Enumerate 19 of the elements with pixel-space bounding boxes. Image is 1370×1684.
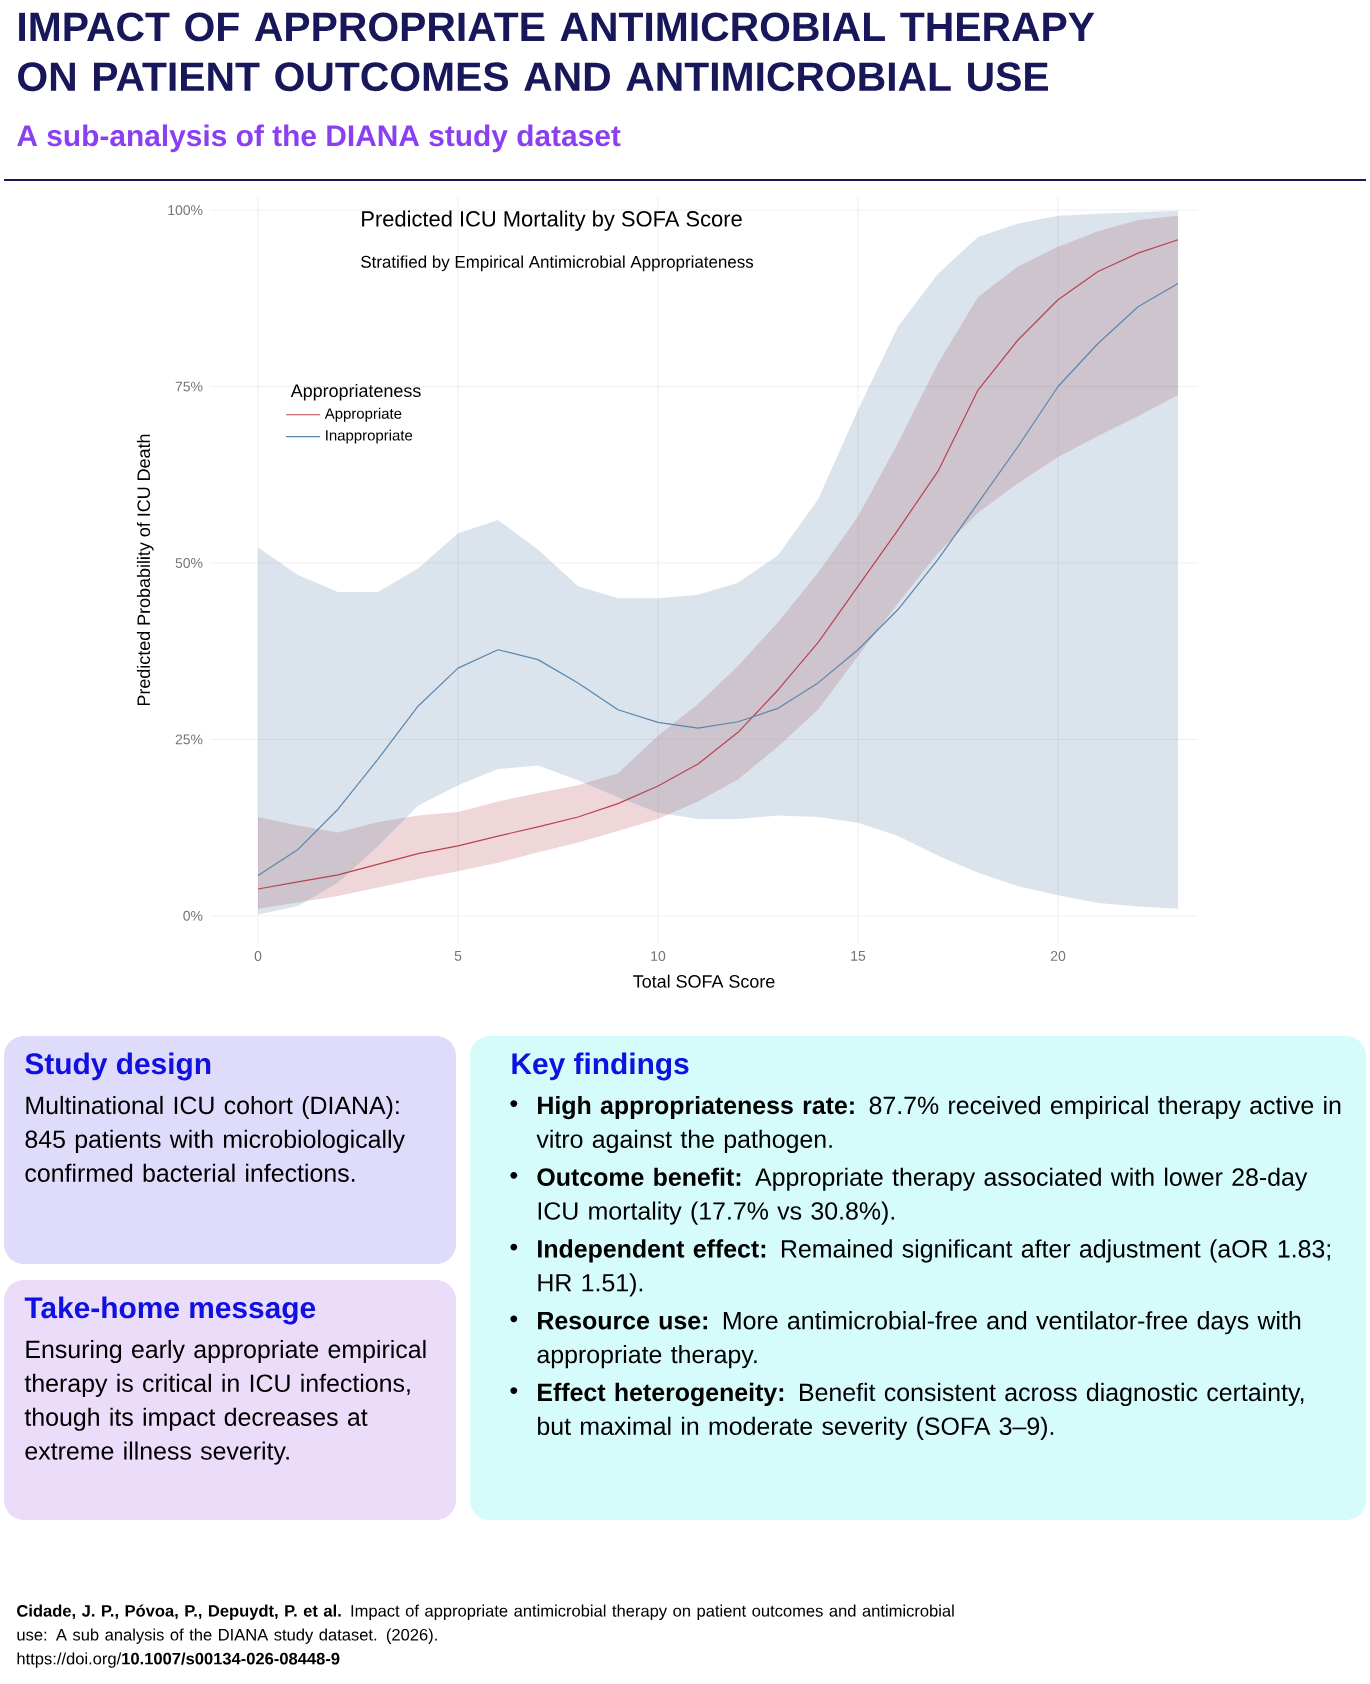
legend-title: Appropriateness bbox=[290, 383, 421, 401]
text: Outcome benefit: Appropriate therapy associated with lower 28-day ICU mortality (17.7% vs 30.8%). bbox=[537, 1167, 1308, 1225]
text: Predicted ICU Mortality by SOFA Score bbox=[362, 210, 742, 231]
text: Independent effect: Remained significant after adjustment (aOR 1.83; HR 1.51). bbox=[538, 1239, 1330, 1297]
text: A sub-analysis of the DIANA study dataset bbox=[17, 124, 621, 153]
text: IMPACT OF APPROPRIATE ANTIMICROBIAL THERAPY ON PATIENT OUTCOMES AND ANTIMICROBIAL USE bbox=[18, 12, 1095, 92]
text: Ensuring early appropriate empirical therapy is critical in ICU infections, though its impact decreases at extreme illness severity. bbox=[24, 1339, 426, 1465]
text: Key findings bbox=[512, 1052, 689, 1081]
text: Cidade, J. P., Póvoa, P., Depuydt, P. et al. Impact of appropriate antimicrobial therapy on patient outcomes and antimicrobial use: A sub analysis of the DIANA study dataset. (2026). bbox=[17, 1604, 954, 1644]
text: Study design bbox=[25, 1052, 211, 1081]
text: Take-home message bbox=[24, 1296, 316, 1325]
text: High appropriateness rate: 87.7% received empirical therapy active in vitro against the pathogen. bbox=[536, 1095, 1341, 1153]
text: Resource use: More antimicrobial-free and ventilator-free days with appropriate therapy. bbox=[537, 1311, 1301, 1369]
text: Multinational ICU cohort (DIANA): 845 patients with microbiologically confirmed bacterial infections. bbox=[25, 1095, 405, 1182]
text: Effect heterogeneity: Benefit consistent across diagnostic certainty, but maximal in moderate severity (SOFA 3–9). bbox=[538, 1382, 1304, 1440]
y-axis-title: Predicted Probability of ICU Death bbox=[136, 434, 154, 706]
text: https://doi.org/10.1007/s00134-026-08448-9 bbox=[17, 1652, 340, 1668]
x-axis-title: Total SOFA Score bbox=[633, 974, 775, 988]
text: Stratified by Empirical Antimicrobial Appropriateness bbox=[361, 255, 754, 272]
